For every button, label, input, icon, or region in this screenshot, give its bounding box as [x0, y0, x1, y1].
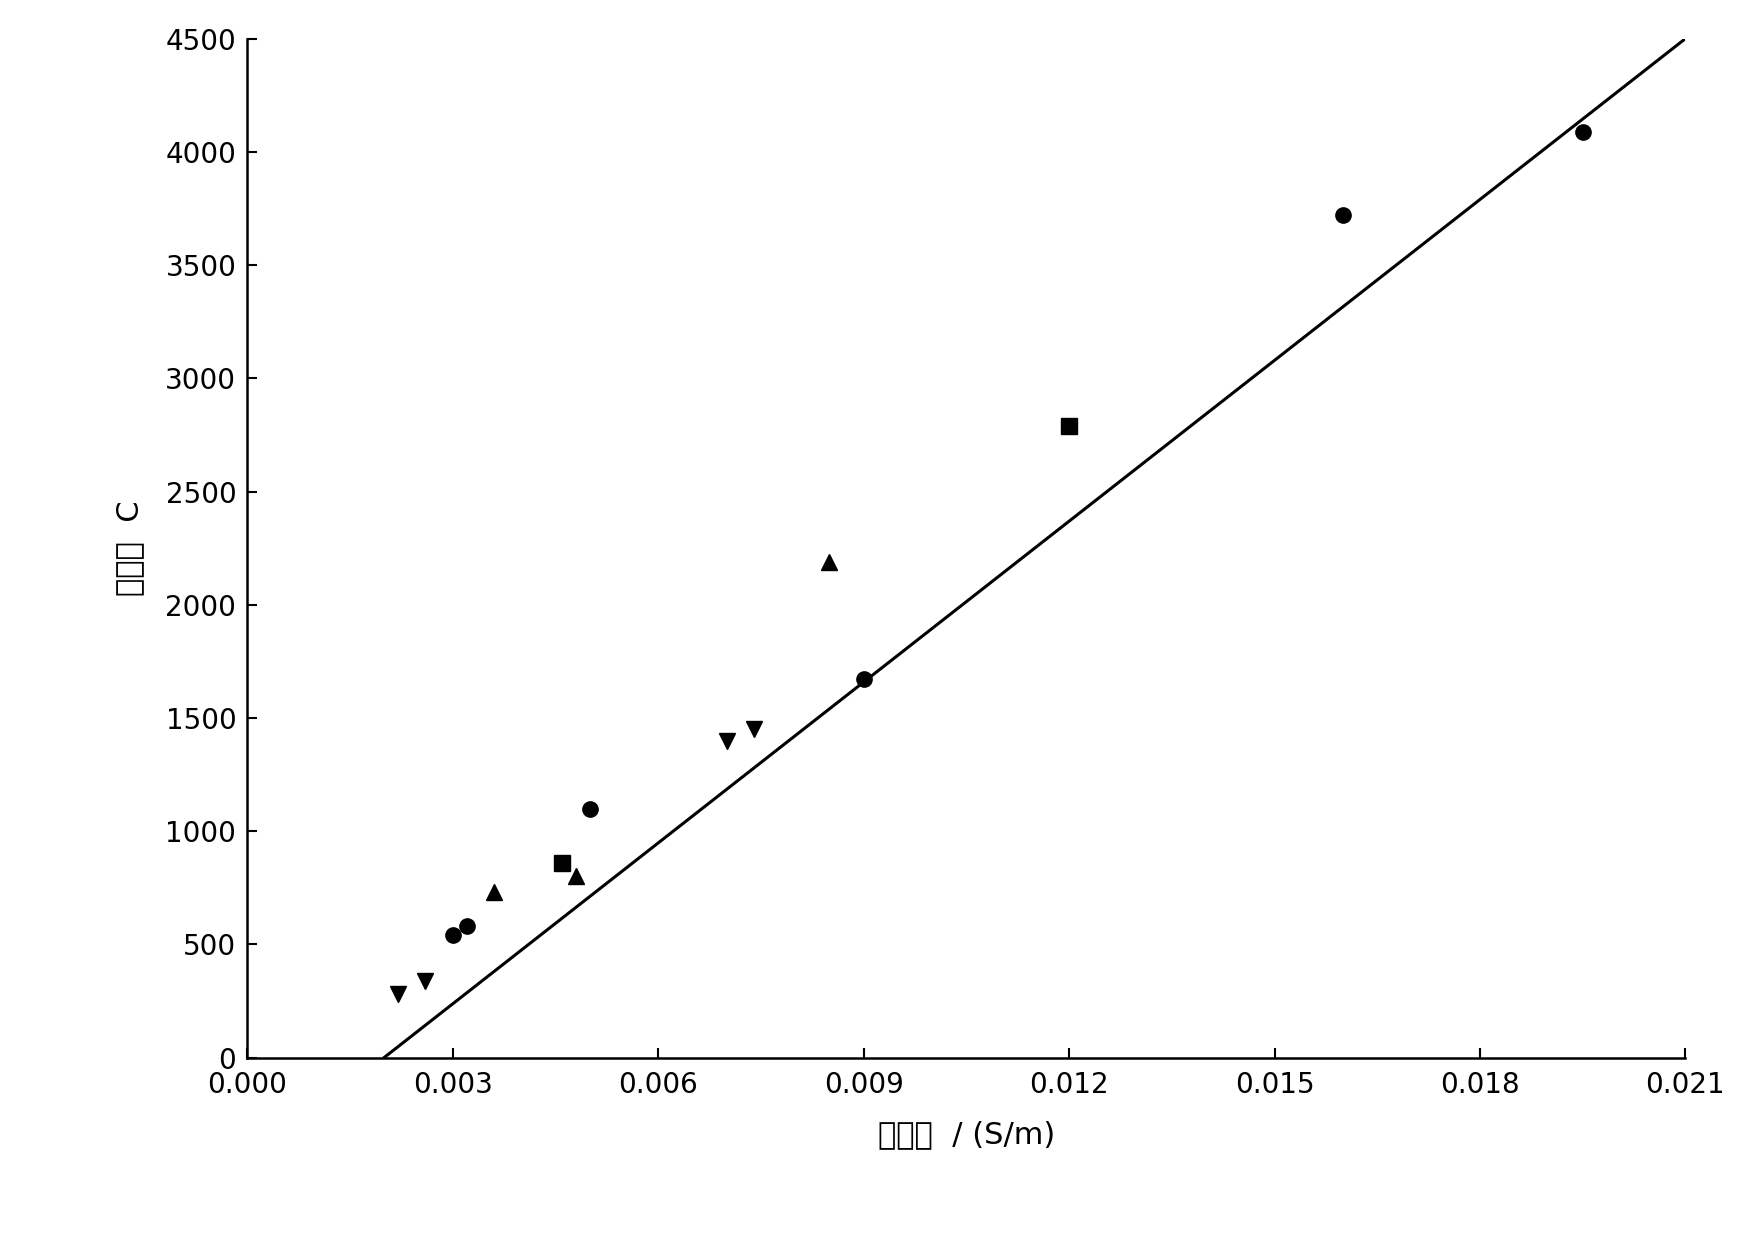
X-axis label: 电导率  / (S/m): 电导率 / (S/m) — [878, 1120, 1055, 1150]
Y-axis label: 电通量  C: 电通量 C — [116, 501, 144, 596]
